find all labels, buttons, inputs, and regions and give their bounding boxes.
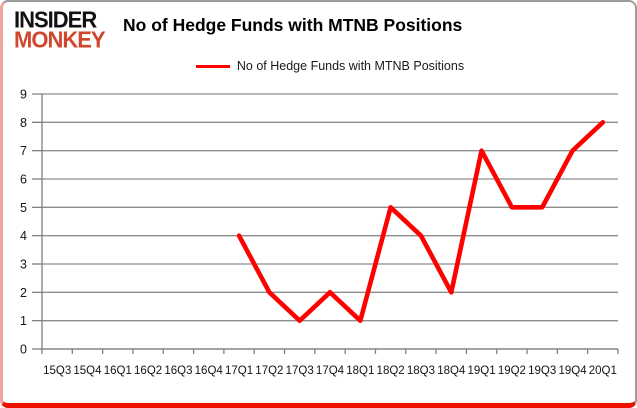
svg-text:16Q2: 16Q2 [134, 365, 162, 377]
svg-text:9: 9 [20, 88, 27, 102]
svg-text:4: 4 [20, 229, 27, 243]
svg-text:3: 3 [20, 258, 27, 272]
svg-text:18Q1: 18Q1 [346, 365, 374, 377]
svg-text:16Q1: 16Q1 [104, 365, 132, 377]
svg-text:17Q1: 17Q1 [225, 365, 253, 377]
legend-line-swatch [195, 64, 230, 68]
svg-text:0: 0 [20, 343, 27, 357]
svg-text:17Q3: 17Q3 [286, 365, 314, 377]
svg-text:15Q4: 15Q4 [73, 365, 102, 377]
svg-text:8: 8 [20, 116, 27, 130]
svg-text:6: 6 [20, 173, 27, 187]
svg-text:17Q4: 17Q4 [316, 365, 345, 377]
svg-text:20Q1: 20Q1 [589, 365, 617, 377]
svg-text:15Q3: 15Q3 [43, 365, 71, 377]
svg-text:19Q4: 19Q4 [558, 365, 587, 377]
legend-label: No of Hedge Funds with MTNB Positions [236, 59, 465, 73]
svg-text:19Q3: 19Q3 [528, 365, 556, 377]
svg-text:5: 5 [20, 201, 27, 215]
insider-monkey-logo: INSIDER MONKEY [14, 6, 106, 53]
logo-word-monkey: MONKEY [14, 26, 106, 53]
svg-text:18Q3: 18Q3 [407, 365, 435, 377]
svg-text:18Q4: 18Q4 [437, 365, 466, 377]
chart-title: No of Hedge Funds with MTNB Positions [123, 15, 463, 35]
logo-word-insider: INSIDER [14, 6, 97, 33]
svg-text:1: 1 [20, 314, 27, 328]
svg-text:19Q2: 19Q2 [498, 365, 526, 377]
svg-text:16Q4: 16Q4 [195, 365, 224, 377]
svg-text:19Q1: 19Q1 [468, 365, 496, 377]
svg-text:16Q3: 16Q3 [164, 365, 192, 377]
svg-text:7: 7 [20, 144, 27, 158]
svg-text:17Q2: 17Q2 [255, 365, 283, 377]
svg-text:2: 2 [20, 286, 27, 300]
svg-text:18Q2: 18Q2 [377, 365, 405, 377]
legend: No of Hedge Funds with MTNB Positions [42, 57, 618, 75]
